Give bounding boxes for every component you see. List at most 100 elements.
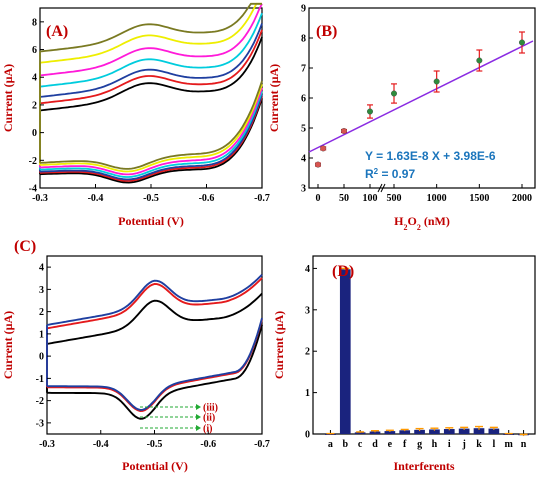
x-tick-label: b <box>343 439 349 450</box>
x-tick-label: a <box>328 439 333 450</box>
data-point-0 <box>315 161 322 168</box>
x-tick-label: -0.5 <box>147 439 163 450</box>
panel-a: -0.3 -0.4 -0.5 -0.6 -0.7 -4 -2 0 2 4 6 8 (A) Potent… <box>1 2 270 228</box>
y-tick-label: 2 <box>39 307 44 318</box>
x-tick-label: e <box>388 439 393 450</box>
axis-break <box>380 183 386 193</box>
y-tick-label: 9 <box>301 4 306 15</box>
y-tick-label: 3 <box>305 305 310 316</box>
panel-b-tag: (B) <box>316 23 337 40</box>
y-tick-label: 0 <box>32 128 37 139</box>
x-tick-label: 1000 <box>427 193 447 204</box>
x-tick-label: f <box>403 439 407 450</box>
bar-g <box>414 429 425 434</box>
annotation-label: (iii) <box>203 403 218 414</box>
cv-curve-3 <box>46 274 263 411</box>
bar-k <box>473 428 485 434</box>
panel-b-ylabel: Current (µA) <box>267 64 281 132</box>
panel-d-xlabel: Interferents <box>393 459 454 473</box>
y-tick-label: -2 <box>36 396 44 407</box>
arrow-head <box>196 425 201 431</box>
y-tick-label: 5 <box>301 124 306 135</box>
x-tick-label: i <box>448 439 451 450</box>
panel-a-xlabel: Potential (V) <box>118 214 184 228</box>
y-tick-label: 3 <box>301 184 306 195</box>
y-tick-label: 0 <box>39 352 44 363</box>
x-tick-label: -0.4 <box>88 193 104 204</box>
bar-i <box>443 429 455 434</box>
y-tick-label: 3 <box>39 285 44 296</box>
x-tick-label: n <box>521 439 527 450</box>
x-tick-label: 1500 <box>469 193 489 204</box>
cv-curve-5 <box>39 2 263 173</box>
x-tick-label: j <box>461 439 465 450</box>
y-tick-label: 0 <box>305 430 310 441</box>
panel-c-xlabel: Potential (V) <box>122 459 188 473</box>
x-tick-label: -0.6 <box>199 193 215 204</box>
y-tick-label: -3 <box>36 418 44 429</box>
bar-h <box>429 429 440 434</box>
x-tick-label: 500 <box>387 193 402 204</box>
bar-l <box>488 428 500 434</box>
y-tick-label: -4 <box>29 184 37 195</box>
x-tick-label: -0.4 <box>93 439 109 450</box>
y-tick-label: 8 <box>32 17 37 28</box>
data-point-6 <box>476 57 483 64</box>
panel-a-tag: (A) <box>46 23 68 40</box>
panel-d-ylabel: Current (µA) <box>272 311 286 379</box>
data-point-1 <box>320 145 327 152</box>
y-tick-label: 4 <box>39 263 44 274</box>
y-tick-label: 6 <box>301 94 306 105</box>
x-tick-label: -0.7 <box>254 193 270 204</box>
y-tick-label: 7 <box>301 64 306 75</box>
r-squared: R2 = 0.97 <box>365 167 415 182</box>
x-tick-label: -0.3 <box>32 193 48 204</box>
panel-c-ylabel: Current (µA) <box>1 311 15 379</box>
x-tick-label: m <box>505 439 514 450</box>
fit-equation: Y = 1.63E-8 X + 3.98E-6 <box>365 149 496 163</box>
y-tick-label: 2 <box>305 347 310 358</box>
cv-curve-4 <box>39 3 263 176</box>
annotation-label: (ii) <box>203 413 215 424</box>
y-tick-label: -2 <box>29 156 37 167</box>
arrow-head <box>196 404 201 410</box>
bar-c <box>354 432 366 434</box>
data-point-2 <box>341 127 348 134</box>
panel-b-xlabel: H2O2 (nM) <box>394 214 450 232</box>
y-tick-label: 6 <box>32 45 37 56</box>
y-tick-label: 4 <box>305 264 310 275</box>
x-tick-label: -0.7 <box>254 439 270 450</box>
data-point-7 <box>519 39 526 46</box>
bar-d <box>369 431 381 434</box>
y-tick-label: -1 <box>36 374 44 385</box>
panel-a-ylabel: Current (µA) <box>1 64 15 132</box>
data-point-4 <box>391 90 398 97</box>
bar-m <box>503 434 515 435</box>
x-tick-label: 2000 <box>512 193 532 204</box>
x-tick-label: g <box>417 439 422 450</box>
x-tick-label: l <box>492 439 495 450</box>
x-tick-label: 0 <box>316 193 321 204</box>
x-tick-label: d <box>372 439 378 450</box>
data-point-3 <box>367 108 374 115</box>
panel-c: -0.3 -0.4 -0.5 -0.6 -0.7 -3 -2 -1 0 1 2 3 4 (iii)(ii… <box>1 238 270 473</box>
x-tick-label: h <box>432 439 438 450</box>
bar-f <box>399 430 411 434</box>
panel-b: 0 50 100 500 1000 1500 2000 3 4 5 6 7 8 9 (B) Y = 1.6… <box>267 4 536 232</box>
cv-curve-1 <box>39 29 263 182</box>
bar-e <box>384 431 396 434</box>
x-tick-label: k <box>476 439 482 450</box>
x-tick-label: c <box>358 439 363 450</box>
panel-c-tag: (C) <box>14 238 36 255</box>
x-tick-label: -0.6 <box>200 439 216 450</box>
bar-b <box>339 269 351 434</box>
panel-d: a b c d e f g h i j k l m n 0 1 2 3 4 (D) Interferents Cur… <box>272 255 536 473</box>
fit-line <box>308 40 534 153</box>
panel-d-tag: (D) <box>332 263 354 280</box>
annotation-label: (i) <box>203 424 212 435</box>
cv-curve-6 <box>39 2 263 170</box>
axis-break <box>377 183 383 193</box>
data-point-5 <box>433 78 440 85</box>
y-tick-label: 8 <box>301 34 306 45</box>
